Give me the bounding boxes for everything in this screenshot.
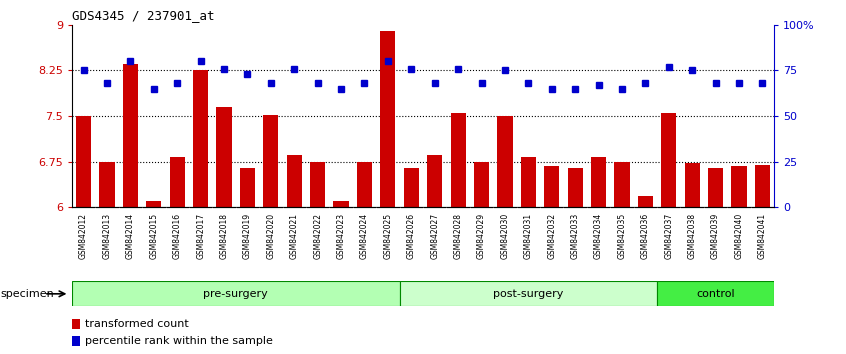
Bar (614, 161, 629, 207)
Text: GSM842030: GSM842030 (501, 213, 509, 259)
Text: GSM842012: GSM842012 (80, 213, 88, 259)
Bar (591, 157, 606, 207)
Bar (357, 161, 372, 207)
Text: GSM842022: GSM842022 (313, 213, 322, 259)
Bar (544, 166, 559, 207)
Bar (451, 113, 465, 207)
Text: GSM842035: GSM842035 (618, 213, 626, 259)
Text: GSM842034: GSM842034 (594, 213, 603, 259)
Text: GDS4345 / 237901_at: GDS4345 / 237901_at (72, 9, 214, 22)
Bar (146, 201, 162, 207)
Text: GSM842018: GSM842018 (220, 213, 228, 259)
Bar (427, 155, 442, 207)
Bar (657, 281, 774, 306)
Bar (638, 196, 653, 207)
Bar (240, 167, 255, 207)
Text: GSM842023: GSM842023 (337, 213, 345, 259)
Bar (708, 167, 723, 207)
Text: GSM842033: GSM842033 (571, 213, 580, 259)
Bar (568, 167, 583, 207)
Text: GSM842024: GSM842024 (360, 213, 369, 259)
Bar (310, 161, 325, 207)
Bar (474, 161, 489, 207)
Text: GSM842017: GSM842017 (196, 213, 205, 259)
Bar (193, 70, 208, 207)
Bar (684, 163, 700, 207)
Text: GSM842038: GSM842038 (688, 213, 696, 259)
Bar (287, 155, 302, 207)
Bar (662, 113, 676, 207)
Text: GSM842029: GSM842029 (477, 213, 486, 259)
Bar (217, 107, 232, 207)
Bar (100, 161, 114, 207)
Text: GSM842021: GSM842021 (290, 213, 299, 259)
Text: percentile rank within the sample: percentile rank within the sample (85, 336, 272, 346)
Text: GSM842013: GSM842013 (102, 213, 112, 259)
Bar (732, 166, 746, 207)
Text: GSM842036: GSM842036 (641, 213, 650, 259)
Bar (399, 281, 657, 306)
Bar (521, 157, 536, 207)
Text: GSM842028: GSM842028 (453, 213, 463, 259)
Text: transformed count: transformed count (85, 319, 189, 329)
Bar (404, 167, 419, 207)
Bar (755, 165, 770, 207)
Text: control: control (696, 289, 735, 299)
Text: post-surgery: post-surgery (493, 289, 563, 299)
Bar (72, 319, 80, 329)
Text: GSM842040: GSM842040 (734, 213, 744, 259)
Bar (76, 116, 91, 207)
Text: GSM842032: GSM842032 (547, 213, 556, 259)
Text: GSM842041: GSM842041 (758, 213, 766, 259)
Text: GSM842019: GSM842019 (243, 213, 252, 259)
Text: GSM842016: GSM842016 (173, 213, 182, 259)
Text: specimen: specimen (0, 289, 54, 299)
Text: GSM842039: GSM842039 (711, 213, 720, 259)
Bar (123, 64, 138, 207)
Bar (72, 336, 80, 346)
Text: GSM842014: GSM842014 (126, 213, 135, 259)
Text: pre-surgery: pre-surgery (203, 289, 268, 299)
Text: GSM842020: GSM842020 (266, 213, 275, 259)
Text: GSM842026: GSM842026 (407, 213, 415, 259)
Text: GSM842015: GSM842015 (150, 213, 158, 259)
Text: GSM842037: GSM842037 (664, 213, 673, 259)
Bar (381, 31, 395, 207)
Bar (263, 115, 278, 207)
Bar (170, 157, 184, 207)
Text: GSM842027: GSM842027 (431, 213, 439, 259)
Text: GSM842031: GSM842031 (524, 213, 533, 259)
Bar (497, 116, 513, 207)
Bar (333, 201, 349, 207)
Bar (72, 281, 399, 306)
Text: GSM842025: GSM842025 (383, 213, 393, 259)
